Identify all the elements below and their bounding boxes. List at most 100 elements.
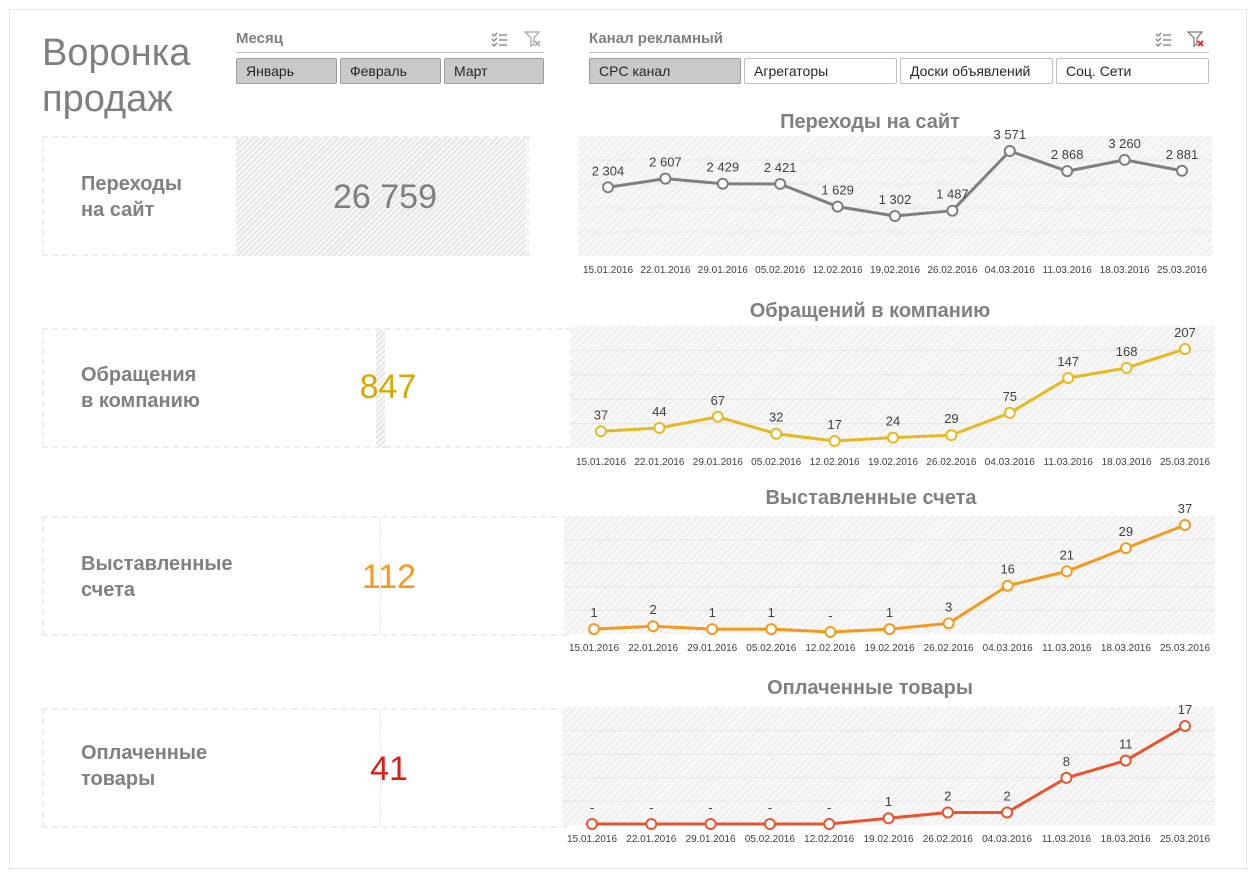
- month-button-february[interactable]: Февраль: [340, 58, 441, 84]
- x-tick-label: 04.03.2016: [985, 265, 1035, 276]
- data-label: 37: [594, 407, 608, 422]
- data-label: 1: [709, 605, 716, 620]
- channel-button-cpc[interactable]: CPC канал: [589, 58, 741, 84]
- data-point: [1062, 372, 1075, 385]
- x-tick-label: 22.01.2016: [634, 457, 684, 468]
- channel-slicer-header: Канал рекламный: [589, 28, 1209, 53]
- data-label: 3: [945, 599, 952, 614]
- data-label: 16: [1000, 562, 1014, 577]
- x-tick-label: 22.01.2016: [626, 834, 676, 845]
- data-point: [706, 623, 719, 636]
- data-point: [1176, 164, 1188, 177]
- kpi-bar-visits: [236, 138, 526, 256]
- dashboard-frame: [9, 9, 1247, 869]
- chart-invoices: 1 15.01.2016 2 22.01.2016 1 29.01.2016 1 05.02.…: [564, 501, 1215, 654]
- channel-slicer: Канал рекламный CPC канал Агрегаторы Дос…: [589, 28, 1209, 88]
- x-tick-label: 19.02.2016: [864, 643, 914, 654]
- data-point: [1001, 579, 1014, 592]
- x-tick-label: 18.03.2016: [1101, 834, 1151, 845]
- x-tick-label: 12.02.2016: [810, 457, 860, 468]
- data-label: 1 302: [879, 192, 912, 207]
- data-label: -: [768, 800, 772, 815]
- x-tick-label: 29.01.2016: [687, 643, 737, 654]
- x-tick-label: 15.01.2016: [576, 457, 626, 468]
- data-label: 2: [1003, 788, 1010, 803]
- data-point: [1119, 754, 1132, 767]
- data-point: [647, 620, 660, 633]
- page-title: Воронка продаж: [42, 30, 190, 122]
- channel-slicer-title: Канал рекламный: [589, 30, 724, 47]
- kpi-label-line1: Выставленные: [81, 553, 233, 575]
- data-point: [1003, 406, 1016, 419]
- clear-filter-icon[interactable]: [1187, 30, 1205, 48]
- page-title-line2: продаж: [42, 78, 173, 120]
- data-point: [1003, 145, 1016, 157]
- data-point: [887, 431, 899, 444]
- x-tick-label: 18.03.2016: [1101, 643, 1151, 654]
- data-label: 2 421: [764, 160, 797, 175]
- x-tick-label: 19.02.2016: [868, 457, 918, 468]
- channel-button-boards[interactable]: Доски объявлений: [900, 58, 1053, 84]
- data-label: 2 868: [1051, 147, 1084, 162]
- month-button-january[interactable]: Январь: [236, 58, 337, 84]
- kpi-label-invoices: Выставленные счета: [81, 551, 233, 603]
- data-point: [883, 623, 896, 636]
- x-tick-label: 05.02.2016: [746, 643, 796, 654]
- data-label: 8: [1063, 754, 1070, 769]
- data-label: 1: [590, 605, 597, 620]
- x-tick-label: 15.01.2016: [567, 834, 617, 845]
- multi-select-icon[interactable]: [1154, 30, 1172, 48]
- data-label: 67: [711, 393, 725, 408]
- data-point: [941, 806, 954, 819]
- data-label: 1: [768, 605, 775, 620]
- x-tick-label: 05.02.2016: [751, 457, 801, 468]
- channel-button-social[interactable]: Соц. Сети: [1056, 58, 1209, 84]
- data-label: 37: [1178, 501, 1192, 516]
- multi-select-icon[interactable]: [490, 30, 508, 48]
- data-label: 2 429: [707, 160, 740, 175]
- data-label: 2 304: [592, 163, 625, 178]
- data-label: 1: [886, 605, 893, 620]
- kpi-bar-requests: [376, 330, 385, 448]
- data-point: [1120, 361, 1133, 374]
- x-tick-label: 25.03.2016: [1160, 457, 1210, 468]
- x-tick-label: 22.01.2016: [628, 643, 678, 654]
- data-point: [828, 435, 841, 447]
- kpi-label-paid: Оплаченные товары: [81, 740, 207, 792]
- data-point: [765, 623, 778, 636]
- channel-slicer-buttons: CPC канал Агрегаторы Доски объявлений Со…: [589, 58, 1209, 86]
- channel-button-aggregators[interactable]: Агрегаторы: [744, 58, 897, 84]
- month-button-march[interactable]: Март: [444, 58, 544, 84]
- x-tick-label: 25.03.2016: [1157, 265, 1207, 276]
- data-point: [823, 818, 836, 830]
- x-tick-label: 15.01.2016: [583, 265, 633, 276]
- data-label: 1 629: [821, 183, 854, 198]
- kpi-value-requests: 847: [359, 368, 417, 406]
- data-point: [711, 410, 724, 423]
- data-label: 1: [885, 794, 892, 809]
- kpi-label-line1: Оплаченные: [81, 742, 208, 764]
- chart-requests: 37 15.01.2016 44 22.01.2016 67 29.01.2016 32 05…: [571, 325, 1215, 468]
- data-point: [1061, 165, 1074, 178]
- x-tick-label: 04.03.2016: [982, 834, 1032, 845]
- x-tick-label: 11.03.2016: [1044, 457, 1094, 468]
- month-slicer-header: Месяц: [236, 28, 544, 53]
- month-slicer-buttons: Январь Февраль Март: [236, 58, 544, 86]
- plot-area: [564, 516, 1215, 634]
- chart-title-invoices: Выставленные счета: [765, 487, 977, 509]
- data-point: [1179, 519, 1191, 531]
- x-tick-label: 11.03.2016: [1042, 643, 1092, 654]
- x-tick-label: 11.03.2016: [1043, 265, 1093, 276]
- data-point: [763, 818, 776, 830]
- plot-area: [571, 326, 1215, 448]
- x-tick-label: 04.03.2016: [983, 643, 1033, 654]
- clear-filter-icon[interactable]: [524, 30, 542, 48]
- x-tick-label: 29.01.2016: [698, 265, 748, 276]
- chart-visits: 2 304 15.01.2016 2 607 22.01.2016 2 429 29.01…: [578, 127, 1212, 276]
- data-label: 21: [1060, 547, 1074, 562]
- data-label: 17: [827, 417, 841, 432]
- plot-area: [578, 136, 1212, 256]
- kpi-divider-paid: [380, 710, 381, 826]
- data-label: 2 607: [649, 155, 682, 170]
- data-label: 207: [1174, 325, 1196, 340]
